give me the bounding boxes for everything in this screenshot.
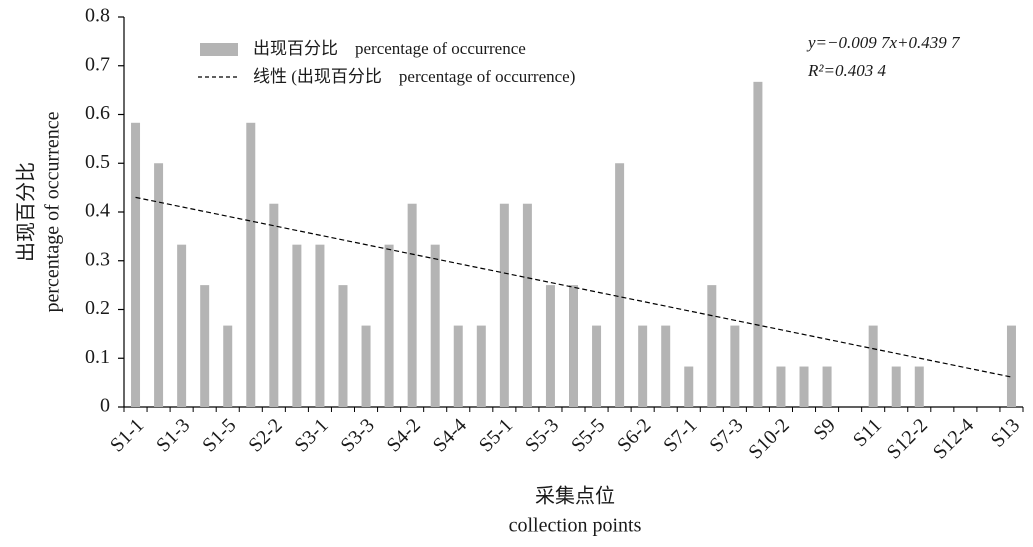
bar (661, 325, 671, 407)
bar (407, 203, 417, 407)
bar (592, 325, 602, 407)
legend-label: 线性 (出现百分比 percentage of occurrence) (253, 67, 575, 86)
y-axis-label: percentage of occurrence (42, 111, 64, 312)
x-axis-label: collection points (509, 515, 642, 537)
bar (292, 244, 302, 407)
x-tick-label: S5-1 (475, 414, 517, 456)
x-tick-label: S3-1 (290, 414, 332, 456)
bar (223, 325, 233, 407)
x-tick-label: S7-3 (705, 414, 747, 456)
y-tick-label: 0.5 (85, 151, 110, 173)
bar (338, 285, 348, 407)
y-tick-label: 0.7 (85, 53, 110, 75)
bar (177, 244, 187, 407)
bar (822, 366, 832, 407)
y-tick-label: 0.8 (85, 5, 110, 27)
x-tick-label: S3-3 (337, 414, 379, 456)
x-axis-label: 采集点位 (535, 485, 615, 508)
y-tick-label: 0 (100, 395, 110, 417)
bar (914, 366, 924, 407)
bar (569, 285, 578, 407)
x-tick-label: S5-5 (567, 414, 609, 456)
x-tick-label: S11 (849, 414, 886, 451)
x-tick-label: S4-2 (383, 414, 425, 456)
bar (154, 163, 164, 407)
x-tick-label: S12-4 (929, 414, 978, 463)
y-tick-label: 0.1 (85, 346, 110, 368)
bar (684, 366, 694, 407)
x-tick-label: S1-5 (198, 414, 240, 456)
bar (638, 325, 648, 407)
bar (730, 325, 740, 407)
legend-swatch (200, 43, 238, 56)
y-tick-label: 0.3 (85, 248, 110, 270)
x-tick-label: S4-4 (429, 414, 471, 456)
y-tick-label: 0.2 (85, 297, 110, 319)
equation: y=−0.009 7x+0.439 7 (806, 33, 961, 52)
y-axis-label: 出现百分比 (15, 162, 38, 262)
x-tick-label: S12-2 (883, 414, 932, 463)
legend-label: 出现百分比 percentage of occurrence (253, 39, 526, 58)
bar (522, 203, 532, 407)
bar (753, 81, 763, 408)
y-tick-label: 0.4 (85, 200, 110, 222)
x-tick-label: S6-2 (613, 414, 655, 456)
x-tick-label: S13 (987, 414, 1025, 452)
bar (200, 285, 210, 407)
bar (453, 325, 463, 407)
x-tick-label: S1-3 (152, 414, 194, 456)
bar (361, 325, 371, 407)
x-tick-label: S2-2 (244, 414, 286, 456)
bar (545, 285, 555, 407)
bar (1006, 325, 1016, 407)
bar (615, 163, 625, 407)
r-squared: R²=0.403 4 (807, 61, 886, 80)
x-tick-label: S7-1 (659, 414, 701, 456)
bar (891, 366, 901, 407)
x-tick-label: S1-1 (106, 414, 148, 456)
bar (384, 244, 394, 407)
bar (430, 244, 440, 407)
bar (476, 325, 486, 407)
trend-line (135, 196, 1012, 378)
x-tick-label: S5-3 (521, 414, 563, 456)
y-tick-label: 0.6 (85, 102, 110, 124)
bar (315, 244, 325, 407)
x-tick-label: S9 (809, 414, 839, 444)
bar (776, 366, 786, 407)
bar (868, 325, 878, 407)
bar (131, 122, 141, 407)
bar (269, 203, 279, 407)
bar (707, 285, 717, 407)
bar (499, 203, 509, 407)
x-tick-label: S10-2 (744, 414, 793, 463)
bar (246, 122, 256, 407)
bar (799, 366, 809, 407)
